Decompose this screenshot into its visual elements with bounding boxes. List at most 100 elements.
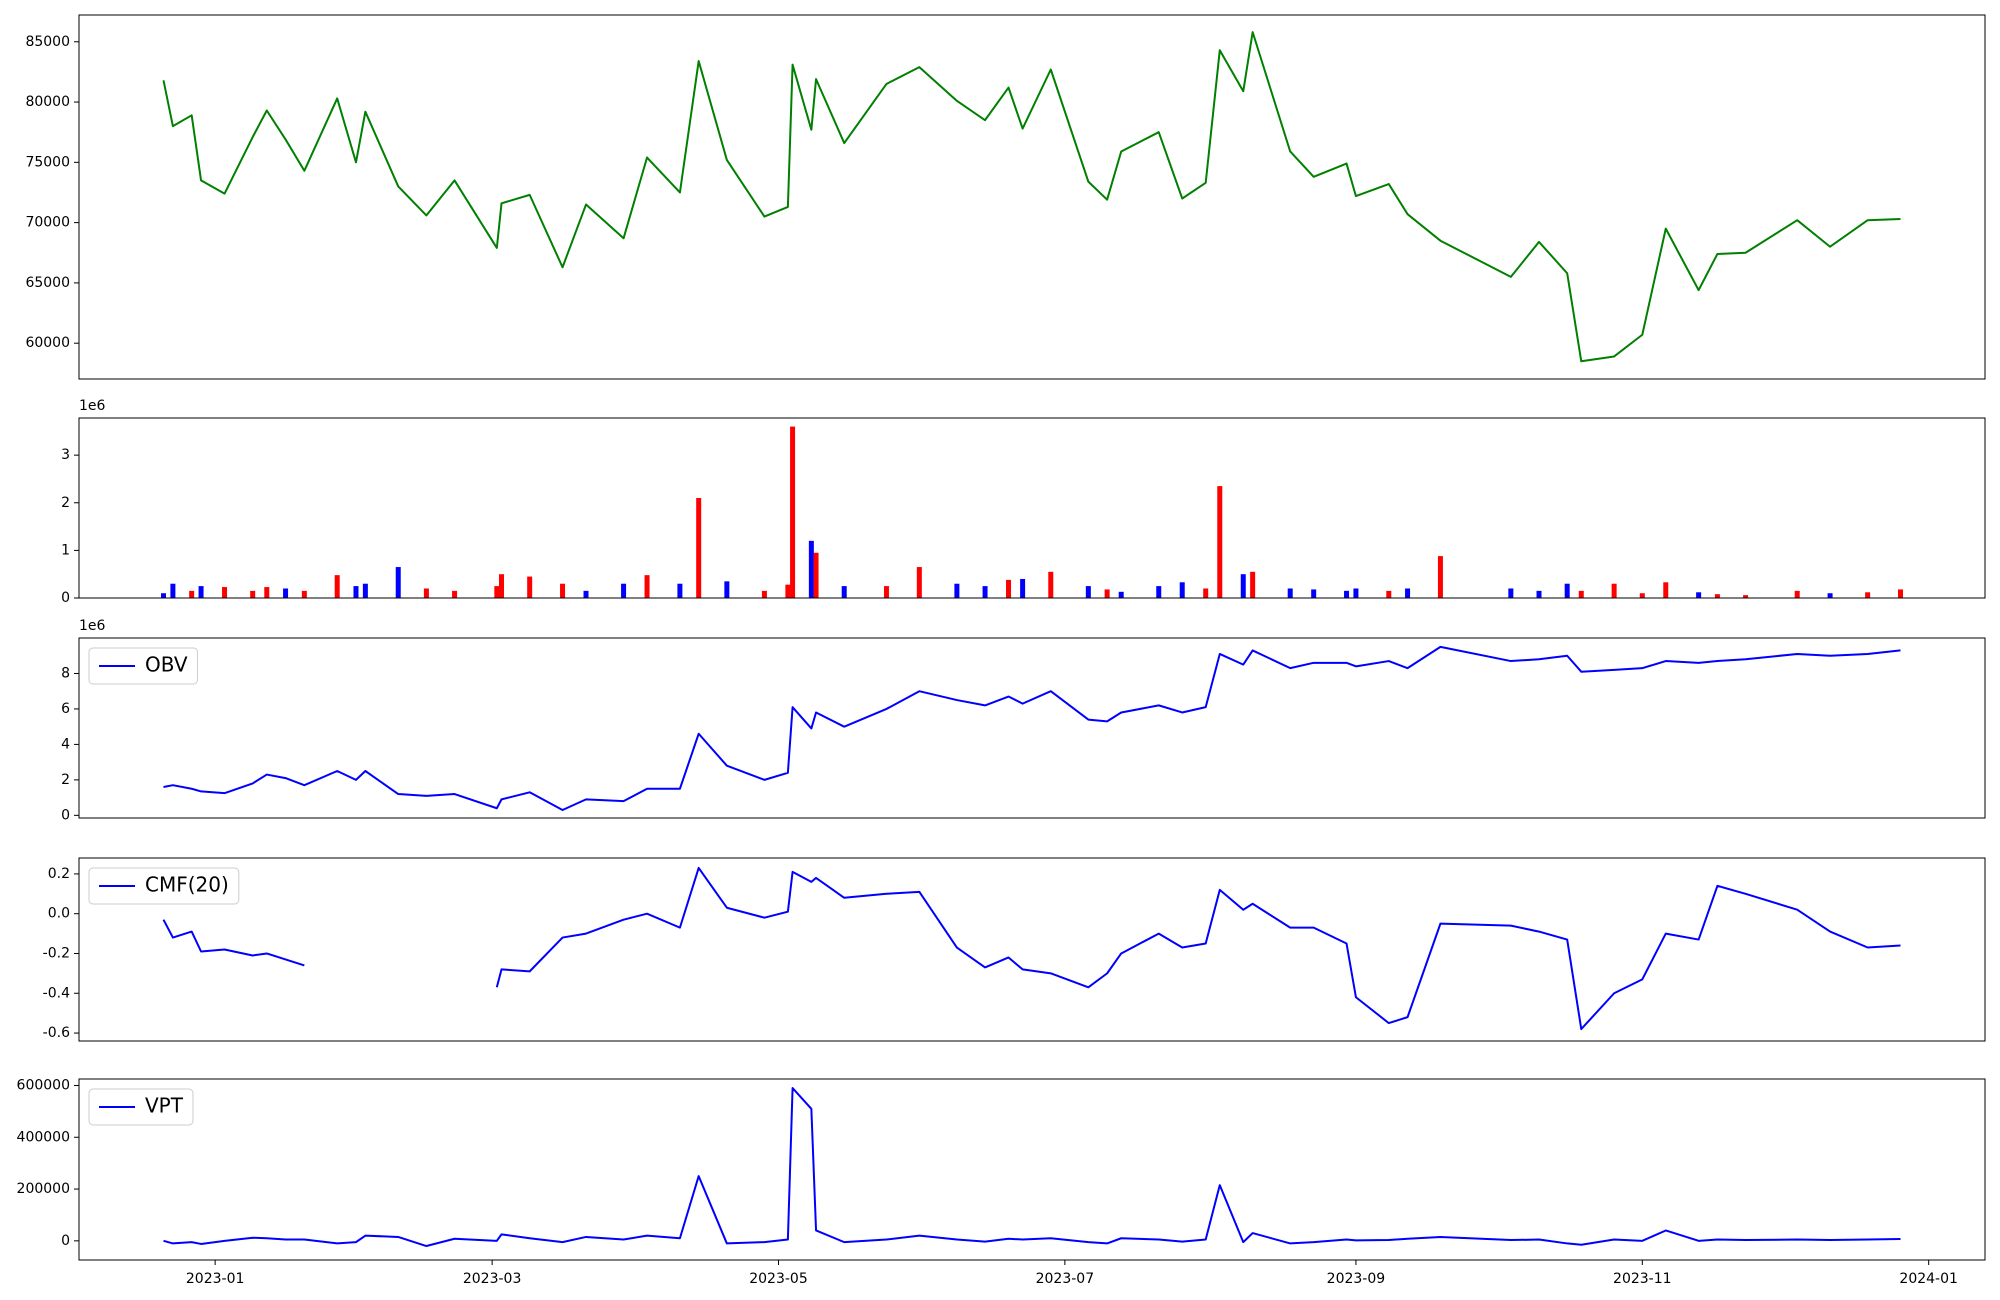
bar [1865,592,1871,598]
subplot: 0 1 2 3 1e6 [61,398,1986,606]
bar [189,590,195,598]
legend: OBV [88,647,199,685]
bar [1536,590,1542,598]
legend-box [88,867,240,905]
bar [644,575,650,598]
bar [423,588,429,598]
y-tick-label: 0 [61,590,70,606]
legend-box [88,1088,194,1126]
x-tick-label: 2024-01 [1899,1271,1958,1287]
line [163,645,1901,812]
bar [916,567,922,598]
y-tick-label: -0.4 [43,985,70,1001]
y-tick-label: 400000 [17,1129,70,1145]
bar [1578,590,1584,598]
y-tick-label: 8 [61,665,70,681]
bar [395,567,401,598]
bar [1827,593,1833,598]
bar [1287,588,1293,598]
y-tick-label: 2 [61,772,70,788]
bar [1217,486,1223,598]
bar [1311,589,1317,598]
bar [1203,588,1209,598]
line [495,866,1901,1031]
bar [353,586,359,598]
y-tick-label: 200000 [17,1181,70,1197]
y-tick-label: -0.6 [43,1025,70,1041]
axes-frame [78,857,1986,1042]
bar [954,583,960,598]
axes-frame [78,1078,1986,1261]
bar [1794,590,1800,598]
bar [1663,582,1669,598]
bar [264,587,270,598]
y-tick-label: 0 [61,1233,70,1249]
bar [560,583,566,598]
x-tick-label: 2023-11 [1613,1271,1672,1287]
y-tick-label: 85000 [25,34,70,50]
bar [1353,588,1359,598]
subplot: 0 200000 400000 600000 2023-01 2023-03 2023-05… [17,1077,1986,1287]
y-tick-label: -0.2 [43,945,70,961]
bar [362,583,368,598]
bar [1437,556,1443,598]
bar [583,590,589,598]
bar [883,586,889,598]
bar [808,540,814,598]
bar [1405,588,1411,598]
bar [696,498,702,598]
bar [1897,589,1903,598]
line [162,31,1901,363]
bar [813,552,819,598]
bar [982,586,988,598]
bar [1508,588,1514,598]
bar [170,583,176,598]
y-tick-label: 3 [61,447,70,463]
bar [790,426,796,598]
subplot: -0.6 -0.4 -0.2 0.0 0.2 CMF(20) [43,857,1986,1042]
bar [222,587,228,598]
bar [1179,582,1185,598]
bar [1156,586,1162,598]
bar [621,583,627,598]
bar [527,576,533,598]
y-offset-label: 1e6 [79,398,106,414]
bar [301,590,307,598]
bar [1240,574,1246,598]
bar [499,574,505,598]
bar [161,593,167,598]
bar [785,584,791,598]
bar [250,590,256,598]
bar [198,586,204,598]
subplot: 60000 65000 70000 75000 80000 85000 [25,14,1986,380]
y-tick-label: 6 [61,701,70,717]
x-tick-label: 2023-09 [1327,1271,1386,1287]
subplot: 0 2 4 6 8 1e6 OBV [61,618,1986,823]
axes-frame [78,637,1986,819]
y-tick-label: 4 [61,736,70,752]
y-tick-label: 0.0 [48,906,70,922]
y-tick-label: 80000 [25,94,70,110]
x-tick-label: 2023-07 [1036,1271,1095,1287]
bar [494,586,500,598]
y-tick-label: 75000 [25,154,70,170]
bar [761,590,767,598]
bar [452,590,458,598]
y-tick-label: 70000 [25,215,70,231]
x-tick-label: 2023-05 [749,1271,808,1287]
line [163,1087,1901,1248]
y-tick-label: 2 [61,495,70,511]
y-tick-label: 65000 [25,275,70,291]
y-tick-label: 1 [61,542,70,558]
bar [1104,589,1110,598]
bar [1564,583,1570,598]
bar [1250,571,1256,598]
x-tick-label: 2023-03 [463,1271,522,1287]
bar [677,583,683,598]
bar [1118,591,1124,598]
y-tick-label: 0 [61,807,70,823]
legend: VPT [88,1088,194,1126]
bar [283,588,289,598]
bar [1085,586,1091,598]
